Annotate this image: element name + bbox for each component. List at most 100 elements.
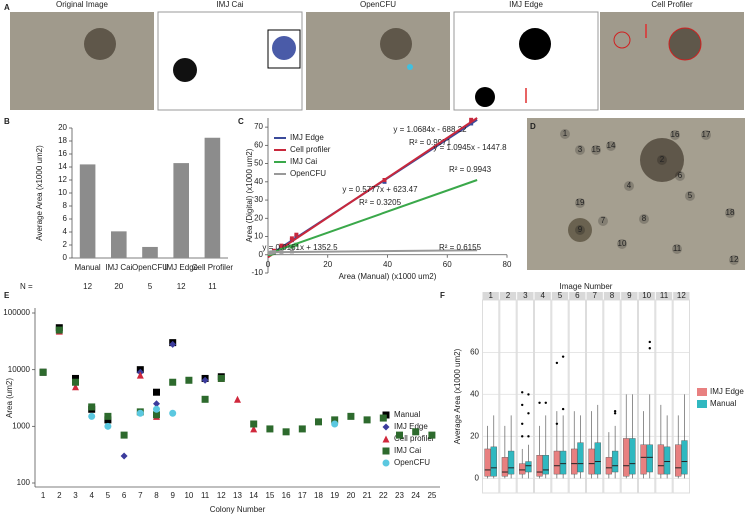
legend-marker: [382, 447, 390, 455]
outlier: [561, 407, 565, 411]
panel-letter: B: [4, 117, 10, 126]
x-tick-label: 3: [73, 491, 78, 500]
x-tick-label: 11: [201, 491, 210, 500]
facet-strip: [638, 292, 655, 300]
label-bg: [575, 225, 585, 235]
outlier: [555, 361, 559, 365]
colony: [272, 36, 296, 60]
x-tick-label: 22: [379, 491, 388, 500]
colony: [519, 28, 551, 60]
label-bg: [606, 141, 616, 151]
x-tick-label: IMJ Edge: [164, 263, 198, 272]
y-tick-label: 14: [58, 162, 67, 171]
point: [347, 412, 355, 420]
facet-strip: [499, 292, 517, 300]
legend-label: Manual: [710, 399, 736, 408]
facet-label: 4: [540, 291, 545, 300]
x-tick-label: 8: [154, 491, 159, 500]
box: [525, 461, 532, 473]
colony-label: 12: [730, 255, 739, 264]
chart-title: Image Number: [560, 282, 613, 291]
colony-label: 15: [592, 145, 601, 154]
facet-label: 10: [642, 291, 651, 300]
box: [577, 442, 584, 473]
box: [536, 455, 543, 477]
y-tick-label: 30: [254, 195, 263, 204]
x-tick-label: 16: [282, 491, 291, 500]
x-tick-label: 13: [233, 491, 242, 500]
label-bg: [672, 244, 682, 254]
x-tick-label: 18: [314, 491, 323, 500]
colony-label: 16: [671, 130, 680, 139]
point: [294, 242, 299, 247]
x-tick-label: 60: [443, 260, 452, 269]
point: [72, 378, 79, 386]
bar: [204, 137, 221, 258]
equation: y = 1.0684x - 688.22: [393, 125, 467, 134]
y-axis-label: Average Area (x1000 um2): [453, 348, 462, 444]
colony-label: 17: [702, 130, 711, 139]
colony: [380, 28, 412, 60]
point: [120, 431, 128, 439]
box: [559, 450, 567, 475]
facet-label: 7: [592, 291, 597, 300]
x-tick-label: 20: [346, 491, 355, 500]
n-value: 5: [148, 282, 153, 291]
point: [289, 249, 294, 254]
colony: [407, 64, 413, 70]
y-tick-label: 100000: [3, 308, 30, 317]
image: [527, 118, 745, 270]
y-tick-label: 16: [58, 149, 67, 158]
outlier: [613, 409, 617, 413]
point: [250, 425, 258, 433]
x-axis-label: Colony Number: [210, 505, 266, 514]
colony-label: 4: [627, 181, 632, 190]
facet-label: 11: [660, 291, 669, 300]
y-tick-label: 12: [58, 175, 67, 184]
y-tick-label: 20: [58, 123, 67, 132]
bar: [111, 231, 127, 258]
image-title: Cell Profiler: [651, 0, 693, 9]
y-tick-label: 10: [254, 232, 263, 241]
y-tick-label: 60: [254, 140, 263, 149]
point: [153, 388, 160, 396]
point: [104, 412, 112, 420]
colony-label: 9: [578, 225, 583, 234]
n-value: 20: [114, 282, 123, 291]
point: [72, 374, 79, 382]
facet-strip: [517, 292, 534, 300]
label-bg: [598, 216, 608, 226]
label-bg: [617, 239, 627, 249]
label-bg: [725, 208, 735, 218]
y-axis-label: Area (Digital) (x1000 um2): [245, 148, 254, 242]
r-squared: R² = 0.9943: [449, 165, 492, 174]
y-tick-label: 0: [259, 250, 264, 259]
y-tick-label: 40: [254, 177, 263, 186]
box: [588, 448, 595, 475]
point: [331, 420, 339, 428]
label-bg: [670, 130, 680, 140]
box: [629, 438, 636, 475]
y-axis-label: Area (um2): [5, 378, 14, 418]
colony-label: 8: [642, 214, 647, 223]
outlier: [521, 422, 524, 425]
facet-label: 1: [488, 291, 493, 300]
bar: [142, 246, 158, 258]
n-value: 11: [208, 282, 217, 291]
legend-marker: [382, 435, 390, 443]
image-title: IMJ Cai: [216, 0, 243, 9]
point: [169, 340, 177, 348]
colony: [173, 58, 197, 82]
y-tick-label: 100: [17, 478, 31, 487]
label-bg: [624, 181, 634, 191]
facet-strip: [621, 292, 638, 300]
x-tick-label: 19: [330, 491, 339, 500]
y-tick-label: 8: [63, 201, 68, 210]
point: [217, 374, 225, 382]
legend-marker: [382, 459, 390, 467]
label-bg: [575, 198, 585, 208]
point: [153, 400, 160, 408]
legend-marker: [382, 423, 390, 431]
x-tick-label: 1: [41, 491, 46, 500]
x-tick-label: 21: [363, 491, 372, 500]
